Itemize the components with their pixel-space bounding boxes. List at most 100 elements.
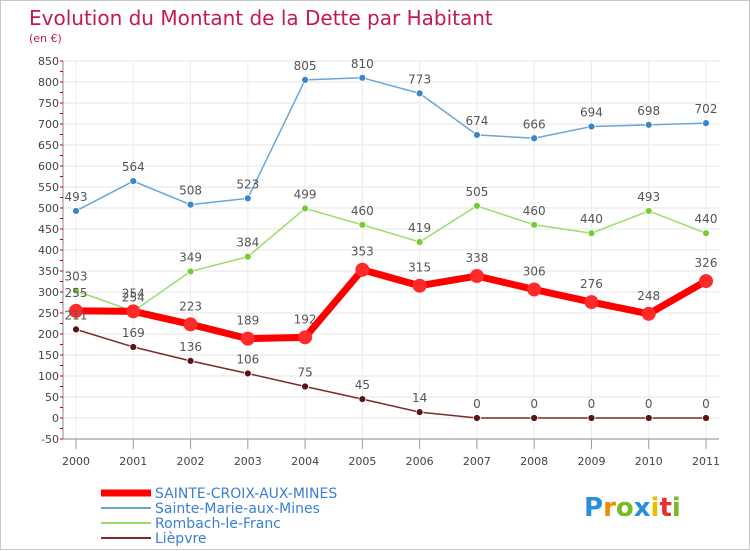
data-label: 564 bbox=[122, 160, 145, 174]
data-point bbox=[473, 201, 481, 210]
data-label: 254 bbox=[122, 290, 145, 304]
data-point bbox=[126, 304, 141, 319]
x-tick-label: 2001 bbox=[119, 455, 147, 468]
data-label: 0 bbox=[702, 397, 710, 411]
y-tick-label: 650 bbox=[38, 139, 59, 152]
data-label: 106 bbox=[236, 352, 259, 366]
data-label: 45 bbox=[355, 378, 370, 392]
series-line bbox=[75, 205, 707, 313]
data-point bbox=[301, 382, 309, 391]
data-label: 14 bbox=[412, 391, 427, 405]
x-tick-label: 2009 bbox=[577, 455, 605, 468]
y-tick-label: 100 bbox=[38, 370, 59, 383]
logo-letter: i bbox=[672, 493, 681, 523]
y-tick-label: 450 bbox=[38, 223, 59, 236]
data-point bbox=[527, 282, 542, 297]
data-label: 508 bbox=[179, 184, 202, 198]
legend-label: Rombach-le-Franc bbox=[155, 516, 281, 532]
data-label: 248 bbox=[637, 289, 660, 303]
data-point bbox=[469, 269, 484, 284]
data-label: 493 bbox=[637, 190, 660, 204]
data-point bbox=[186, 267, 195, 276]
y-tick-label: 0 bbox=[52, 412, 59, 425]
data-label: 694 bbox=[580, 106, 603, 120]
data-point bbox=[644, 414, 653, 422]
data-point bbox=[358, 395, 367, 404]
data-point bbox=[702, 229, 710, 238]
data-point bbox=[243, 369, 252, 378]
data-point bbox=[702, 119, 710, 128]
data-label: 460 bbox=[351, 204, 374, 218]
y-tick-label: 400 bbox=[38, 244, 59, 257]
x-tick-label: 2008 bbox=[520, 455, 548, 468]
y-tick-label: 200 bbox=[38, 328, 59, 341]
data-label: 223 bbox=[179, 299, 202, 313]
data-point bbox=[240, 331, 255, 346]
data-point bbox=[186, 356, 195, 365]
data-label: 499 bbox=[294, 187, 317, 201]
data-label: 353 bbox=[351, 245, 374, 259]
data-point bbox=[415, 238, 424, 246]
y-tick-label: 500 bbox=[38, 202, 59, 215]
data-point bbox=[415, 408, 424, 417]
data-label: 211 bbox=[65, 308, 88, 322]
series-line bbox=[75, 266, 708, 343]
series-0 bbox=[69, 262, 713, 346]
y-tick-label: 50 bbox=[45, 391, 59, 404]
x-tick-label: 2003 bbox=[234, 455, 262, 468]
y-tick-label: 150 bbox=[38, 349, 59, 362]
data-label: 419 bbox=[408, 221, 431, 235]
data-label: 674 bbox=[465, 114, 488, 128]
x-tick-label: 2002 bbox=[177, 455, 205, 468]
data-point bbox=[644, 120, 653, 129]
data-labels: 211 169 136 106 75 45 14 0 0 0 0 0 303 254 349 384 499 46… bbox=[65, 57, 718, 411]
data-point bbox=[301, 204, 309, 213]
data-point bbox=[186, 200, 195, 209]
data-label: 384 bbox=[236, 236, 259, 250]
data-point bbox=[699, 274, 713, 289]
data-point bbox=[355, 262, 370, 277]
data-label: 493 bbox=[65, 190, 88, 204]
data-label: 303 bbox=[65, 270, 88, 284]
y-tick-label: 250 bbox=[38, 307, 59, 320]
data-label: 255 bbox=[65, 286, 88, 300]
series-layer bbox=[69, 73, 713, 422]
logo-letter: t bbox=[659, 493, 671, 523]
logo-letter: o bbox=[616, 493, 634, 523]
data-point bbox=[243, 252, 252, 261]
y-tick-label: -50 bbox=[41, 433, 59, 446]
y-tick-label: 600 bbox=[38, 160, 59, 173]
data-point bbox=[587, 122, 596, 131]
data-label: 254 bbox=[122, 286, 145, 300]
data-point bbox=[702, 414, 710, 422]
data-label: 698 bbox=[637, 104, 660, 118]
data-label: 0 bbox=[645, 397, 653, 411]
legend-label: Lièpvre bbox=[155, 531, 207, 547]
data-point bbox=[530, 220, 539, 229]
x-tick-label: 2000 bbox=[62, 455, 90, 468]
series-line bbox=[75, 77, 707, 212]
data-label: 805 bbox=[294, 59, 317, 73]
data-point bbox=[72, 286, 80, 295]
data-point bbox=[129, 177, 138, 186]
data-label: 276 bbox=[580, 277, 603, 291]
data-label: 189 bbox=[236, 314, 259, 328]
x-tick-label: 2011 bbox=[692, 455, 720, 468]
series-3 bbox=[72, 325, 710, 422]
legend-label: SAINTE-CROIX-AUX-MINES bbox=[155, 486, 337, 502]
x-tick-label: 2007 bbox=[463, 455, 491, 468]
data-label: 136 bbox=[179, 340, 202, 354]
data-point bbox=[587, 414, 596, 422]
data-label: 0 bbox=[588, 397, 596, 411]
data-label: 0 bbox=[530, 397, 538, 411]
y-tick-label: 300 bbox=[38, 286, 59, 299]
data-point bbox=[243, 194, 252, 203]
logo-letter: i bbox=[651, 493, 660, 523]
data-label: 75 bbox=[297, 366, 312, 380]
series-2 bbox=[72, 201, 710, 316]
data-label: 440 bbox=[580, 212, 603, 226]
data-label: 349 bbox=[179, 250, 202, 264]
y-tick-label: 550 bbox=[38, 181, 59, 194]
